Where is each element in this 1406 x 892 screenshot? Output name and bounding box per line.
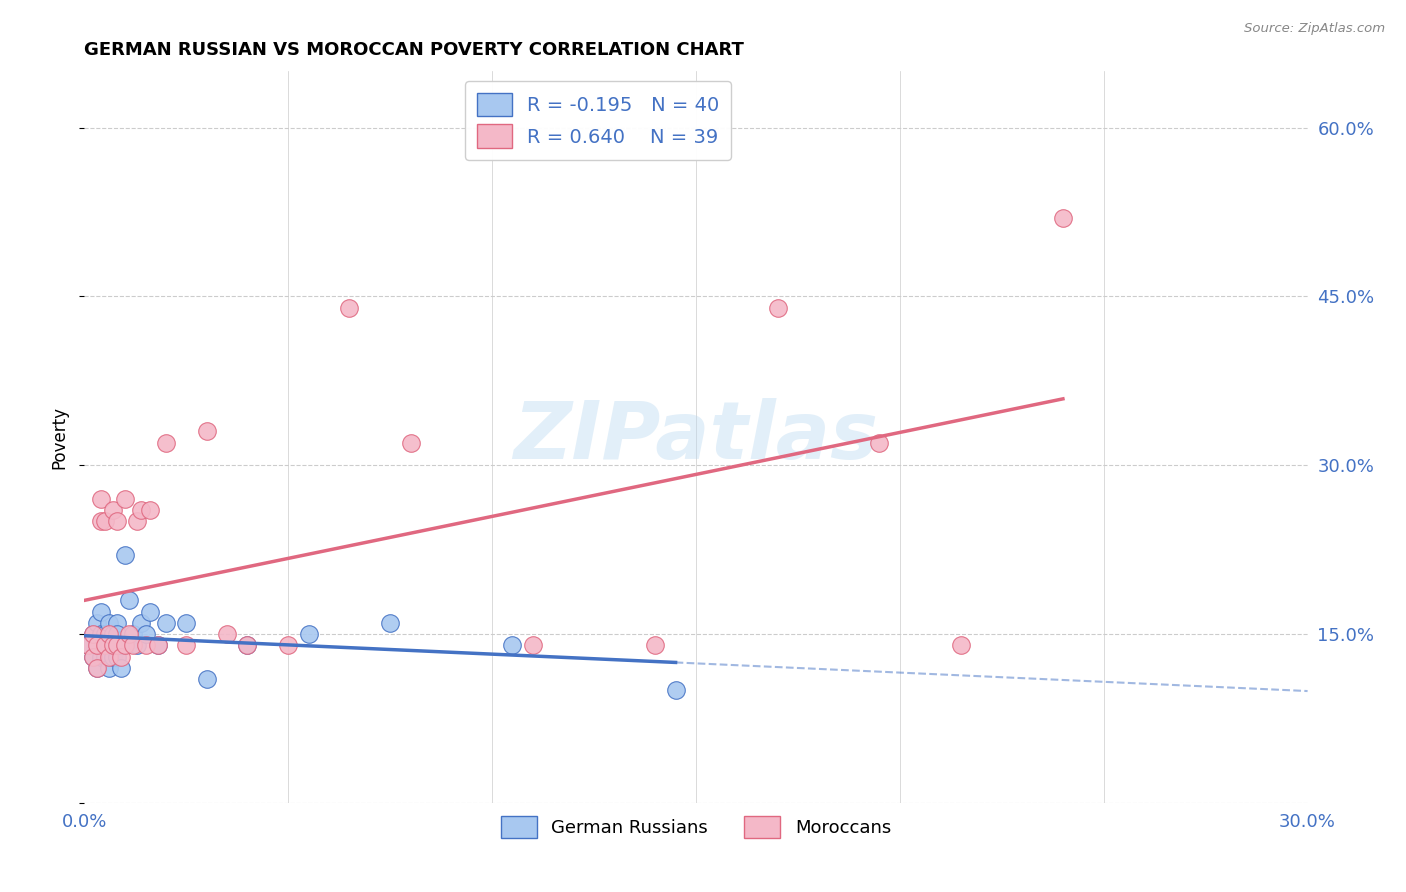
Point [339,301,361,315]
Y-axis label: Poverty: Poverty [51,406,69,468]
Point [77,638,100,652]
Point [101,627,124,641]
Point [105,638,128,652]
Point [97,649,120,664]
Point [114,638,136,652]
Point [236,638,259,652]
Point [114,548,136,562]
Point [90,649,112,664]
Text: Source: ZipAtlas.com: Source: ZipAtlas.com [1244,22,1385,36]
Point [195,425,218,439]
Point [766,301,789,315]
Point [93,649,115,664]
Point [90,491,112,506]
Point [93,515,115,529]
Point [869,435,891,450]
Point [110,638,132,652]
Point [399,435,422,450]
Point [82,627,104,641]
Point [93,638,115,652]
Point [127,638,149,652]
Point [90,627,112,641]
Point [155,435,177,450]
Point [131,503,153,517]
Point [950,638,973,652]
Point [118,627,141,641]
Point [77,638,100,652]
Point [93,638,115,652]
Point [82,627,104,641]
Point [118,593,141,607]
Point [1052,211,1074,225]
Point [298,627,321,641]
Point [174,615,197,630]
Point [82,649,104,664]
Point [380,615,402,630]
Point [110,661,132,675]
Point [114,638,136,652]
Point [277,638,299,652]
Point [135,638,157,652]
Point [101,638,124,652]
Point [86,638,108,652]
Point [86,615,108,630]
Point [644,638,666,652]
Point [135,627,157,641]
Point [86,661,108,675]
Point [195,672,218,686]
Point [236,638,259,652]
Point [174,638,197,652]
Point [138,503,160,517]
Point [665,683,688,698]
Point [105,627,128,641]
Point [82,649,104,664]
Point [105,515,128,529]
Point [217,627,239,641]
Point [90,515,112,529]
Text: ZIPatlas: ZIPatlas [513,398,879,476]
Point [110,649,132,664]
Point [97,661,120,675]
Point [101,649,124,664]
Point [122,627,145,641]
Point [127,515,149,529]
Point [105,615,128,630]
Point [90,605,112,619]
Point [114,491,136,506]
Point [97,638,120,652]
Point [101,503,124,517]
Point [97,627,120,641]
Point [502,638,524,652]
Point [146,638,169,652]
Point [138,605,160,619]
Point [105,649,128,664]
Point [86,638,108,652]
Legend: German Russians, Moroccans: German Russians, Moroccans [494,808,898,845]
Point [146,638,169,652]
Point [131,615,153,630]
Point [101,638,124,652]
Point [93,627,115,641]
Point [522,638,544,652]
Point [155,615,177,630]
Point [86,661,108,675]
Point [122,638,145,652]
Text: GERMAN RUSSIAN VS MOROCCAN POVERTY CORRELATION CHART: GERMAN RUSSIAN VS MOROCCAN POVERTY CORRE… [84,41,744,59]
Point [97,615,120,630]
